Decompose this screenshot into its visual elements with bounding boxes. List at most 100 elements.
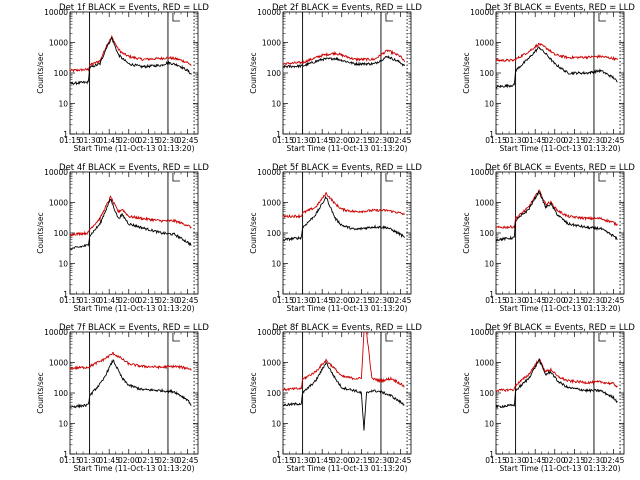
x-tick-label: 01:30	[505, 296, 527, 305]
x-axis-label: Start Time (11-Oct-13 01:13:20)	[499, 144, 620, 153]
y-axis-label: Counts/sec	[249, 372, 258, 413]
series-line-events	[70, 359, 192, 409]
y-tick-label: 1	[276, 450, 281, 459]
bracket-mark	[172, 13, 180, 22]
x-tick-label: 01:30	[505, 456, 527, 465]
bracket-mark	[598, 173, 606, 182]
series-line-lld	[70, 34, 192, 73]
x-tick-label: 02:30	[583, 296, 605, 305]
panel-8: Det 8f BLACK = Events, RED = LLD 1 10 100 10…	[249, 323, 422, 473]
y-tick-label: 1000	[262, 359, 281, 368]
series-line-events	[70, 36, 192, 86]
panel-2: Det 2f BLACK = Events, RED = LLD 1 10 100 10…	[249, 3, 422, 153]
x-tick-label: 02:15	[564, 296, 586, 305]
series-line-events	[283, 195, 405, 242]
x-tick-label: 01:30	[505, 136, 527, 145]
y-tick-label: 1	[63, 290, 68, 299]
bracket-mark	[598, 333, 606, 342]
x-tick-label: 02:45	[177, 136, 199, 145]
y-tick-label: 10	[484, 260, 494, 269]
x-tick-label: 01:15	[485, 456, 507, 465]
x-tick-label: 02:45	[177, 456, 199, 465]
x-tick-label: 02:45	[390, 296, 412, 305]
y-tick-label: 1	[276, 130, 281, 139]
panel-title: Det 8f BLACK = Events, RED = LLD	[272, 323, 422, 333]
x-tick-label: 01:15	[485, 296, 507, 305]
y-axis-label: Counts/sec	[36, 212, 45, 253]
x-tick-label: 02:15	[351, 136, 373, 145]
y-tick-label: 10000	[44, 8, 68, 17]
panel-title: Det 3f BLACK = Events, RED = LLD	[485, 3, 635, 13]
y-tick-label: 10000	[44, 168, 68, 177]
y-axis-label: Counts/sec	[249, 52, 258, 93]
panel-4: Det 4f BLACK = Events, RED = LLD 1 10 100 10…	[36, 163, 209, 313]
series-line-lld	[283, 191, 405, 219]
y-tick-label: 1000	[49, 39, 68, 48]
y-tick-label: 1	[63, 130, 68, 139]
series-line-events	[283, 55, 405, 69]
y-tick-label: 10	[271, 420, 281, 429]
panel-5: Det 5f BLACK = Events, RED = LLD 1 10 100 10…	[249, 163, 422, 313]
x-tick-label: 02:15	[138, 136, 160, 145]
y-axis-label: Counts/sec	[36, 52, 45, 93]
x-tick-label: 02:00	[118, 296, 140, 305]
y-axis-label: Counts/sec	[462, 52, 471, 93]
x-tick-label: 02:00	[544, 136, 566, 145]
x-tick-label: 02:45	[390, 136, 412, 145]
series-line-events	[496, 357, 618, 409]
x-tick-label: 02:30	[157, 136, 179, 145]
x-axis-label: Start Time (11-Oct-13 01:13:20)	[73, 464, 194, 473]
bracket-mark	[598, 13, 606, 22]
x-tick-label: 02:15	[564, 456, 586, 465]
y-tick-label: 10	[271, 260, 281, 269]
panel-7: Det 7f BLACK = Events, RED = LLD 1 10 100 10…	[36, 323, 209, 473]
series-line-events	[496, 190, 618, 242]
x-tick-label: 02:45	[603, 296, 625, 305]
x-tick-label: 02:00	[331, 456, 353, 465]
y-tick-label: 100	[54, 389, 69, 398]
x-tick-label: 01:45	[311, 136, 333, 145]
x-axis-label: Start Time (11-Oct-13 01:13:20)	[286, 144, 407, 153]
x-tick-label: 02:30	[370, 456, 392, 465]
panel-1: Det 1f BLACK = Events, RED = LLD 1 10 100 10…	[36, 3, 209, 153]
y-tick-label: 1000	[49, 199, 68, 208]
bracket-mark	[385, 173, 393, 182]
x-tick-label: 02:00	[118, 136, 140, 145]
y-tick-label: 10000	[257, 8, 281, 17]
x-tick-label: 01:15	[59, 296, 81, 305]
y-axis-label: Counts/sec	[462, 212, 471, 253]
x-tick-label: 02:45	[603, 136, 625, 145]
series-line-lld	[496, 358, 618, 393]
x-tick-label: 02:00	[544, 296, 566, 305]
x-tick-label: 02:15	[351, 296, 373, 305]
y-tick-label: 10000	[257, 168, 281, 177]
x-tick-label: 02:45	[390, 456, 412, 465]
series-line-lld	[496, 189, 618, 230]
y-tick-label: 100	[267, 389, 282, 398]
y-tick-label: 10	[271, 100, 281, 109]
x-tick-label: 01:45	[98, 136, 120, 145]
series-line-events	[283, 361, 405, 431]
series-line-lld	[496, 42, 618, 63]
x-tick-label: 02:00	[118, 456, 140, 465]
y-tick-label: 10	[58, 100, 68, 109]
y-tick-label: 1000	[262, 39, 281, 48]
x-tick-label: 01:30	[79, 136, 101, 145]
series-line-events	[496, 46, 618, 89]
x-tick-label: 01:15	[272, 296, 294, 305]
x-tick-label: 02:45	[603, 456, 625, 465]
panel-3: Det 3f BLACK = Events, RED = LLD 1 10 100 10…	[462, 3, 635, 153]
y-tick-label: 100	[54, 69, 69, 78]
panel-6: Det 6f BLACK = Events, RED = LLD 1 10 100 10…	[462, 163, 635, 313]
panel-title: Det 4f BLACK = Events, RED = LLD	[59, 163, 209, 173]
panel-title: Det 6f BLACK = Events, RED = LLD	[485, 163, 635, 173]
x-axis-label: Start Time (11-Oct-13 01:13:20)	[73, 144, 194, 153]
x-tick-label: 01:45	[98, 456, 120, 465]
y-tick-label: 100	[54, 229, 69, 238]
x-tick-label: 02:30	[583, 136, 605, 145]
panel-title: Det 1f BLACK = Events, RED = LLD	[59, 3, 209, 13]
y-tick-label: 1000	[262, 199, 281, 208]
x-tick-label: 01:30	[292, 296, 314, 305]
x-tick-label: 01:30	[79, 296, 101, 305]
